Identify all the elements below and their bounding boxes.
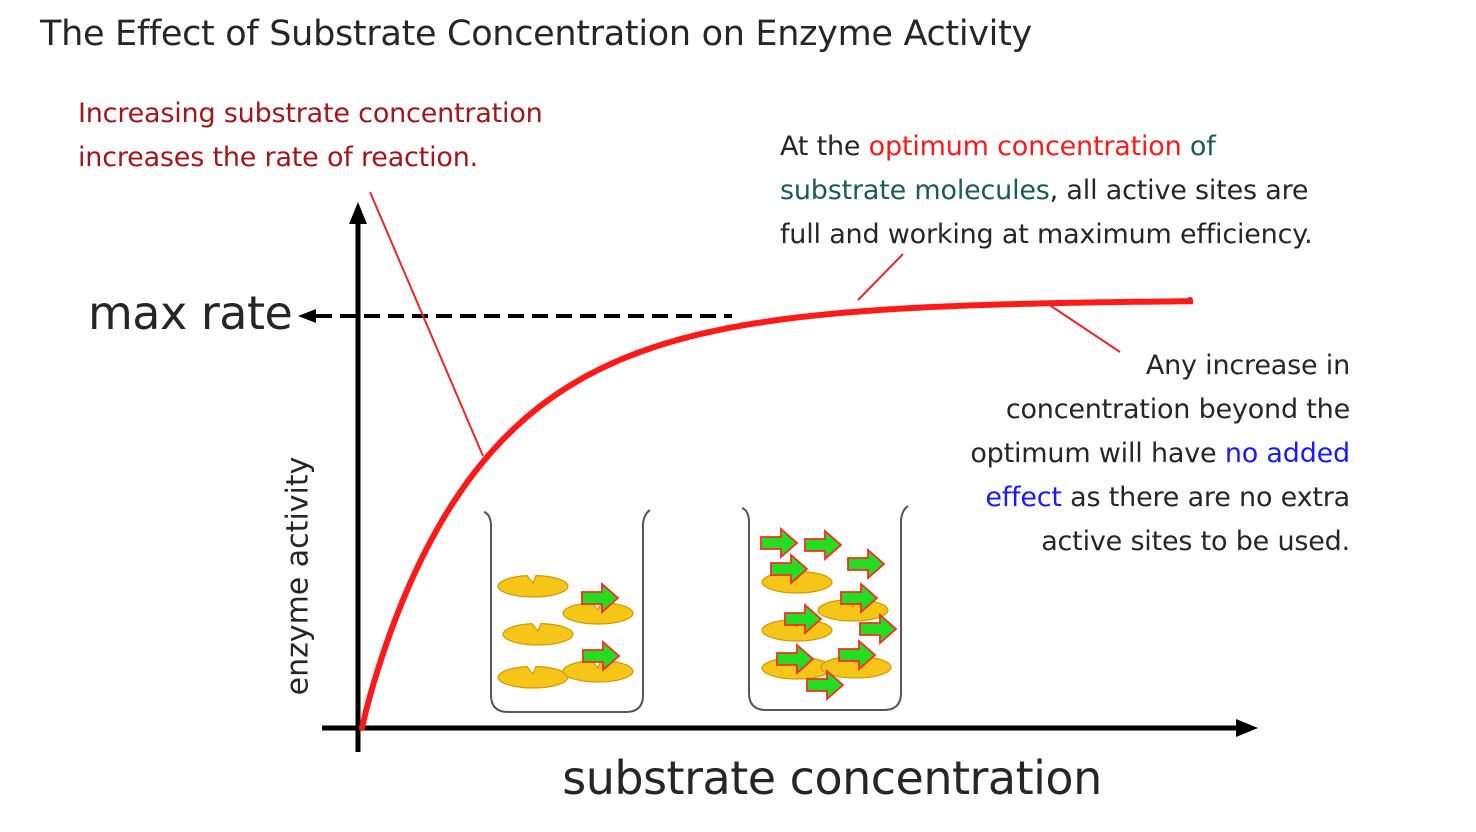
- x-axis-label: substrate concentration: [562, 751, 1102, 805]
- annotation-beyond-text4: as there are no extra: [1061, 482, 1350, 513]
- annotation-beyond-line2: concentration beyond the: [1005, 394, 1350, 425]
- substrate-arrow-icon: [760, 528, 798, 558]
- annotation-beyond-line5: active sites to be used.: [1041, 526, 1350, 557]
- annotation-increasing-line1: Increasing substrate concentration: [78, 98, 543, 129]
- annotation-optimum-line2: substrate molecules, all active sites ar…: [780, 169, 1313, 213]
- annotation-optimum-highlight: optimum concentration: [868, 131, 1182, 162]
- annotation-optimum-text1: At the: [780, 131, 869, 162]
- y-axis-arrowhead: [349, 202, 367, 224]
- annotation-optimum-line3: full and working at maximum efficiency.: [780, 219, 1313, 250]
- beaker-high-substrate-icon: [741, 505, 909, 711]
- substrate-arrow-icon: [804, 530, 842, 560]
- annotation-optimum-text2: of: [1181, 131, 1216, 162]
- enzyme-icon: [497, 665, 569, 689]
- annotation-beyond-line4: effect as there are no extra: [970, 476, 1350, 520]
- annotation-increasing-line2: increases the rate of reaction.: [78, 142, 478, 173]
- max-rate-arrowhead: [298, 309, 316, 323]
- x-axis-arrowhead: [1236, 719, 1258, 737]
- annotation-beyond-line3: optimum will have no added: [970, 432, 1350, 476]
- annotation-optimum-substrate: substrate molecules: [780, 175, 1050, 206]
- enzyme-icon: [502, 622, 574, 646]
- annotation-increasing: Increasing substrate concentration incre…: [78, 92, 543, 180]
- enzyme-activity-curve: [359, 297, 1193, 731]
- page-title: The Effect of Substrate Concentration on…: [40, 14, 1032, 54]
- substrate-arrow-icon: [847, 549, 885, 579]
- annotation-optimum: At the optimum concentration of substrat…: [780, 125, 1313, 257]
- enzyme-icon: [562, 601, 634, 625]
- max-rate-label: max rate: [88, 286, 293, 340]
- beaker-low-substrate-icon: [483, 509, 651, 713]
- annotation-beyond-text3: optimum will have: [970, 438, 1225, 469]
- annotation-beyond: Any increase in concentration beyond the…: [970, 344, 1350, 564]
- annotation-beyond-blue2: effect: [985, 482, 1062, 513]
- annotation-beyond-line1: Any increase in: [1145, 350, 1350, 381]
- pointer-beyond: [1047, 303, 1121, 353]
- enzyme-icon: [562, 659, 634, 683]
- pointer-optimum: [857, 253, 904, 301]
- enzyme-icon: [497, 574, 569, 598]
- annotation-beyond-blue1: no added: [1224, 438, 1350, 469]
- annotation-optimum-text3: , all active sites are: [1049, 175, 1309, 206]
- pointer-increasing: [369, 191, 484, 457]
- annotation-optimum-line1: At the optimum concentration of: [780, 125, 1313, 169]
